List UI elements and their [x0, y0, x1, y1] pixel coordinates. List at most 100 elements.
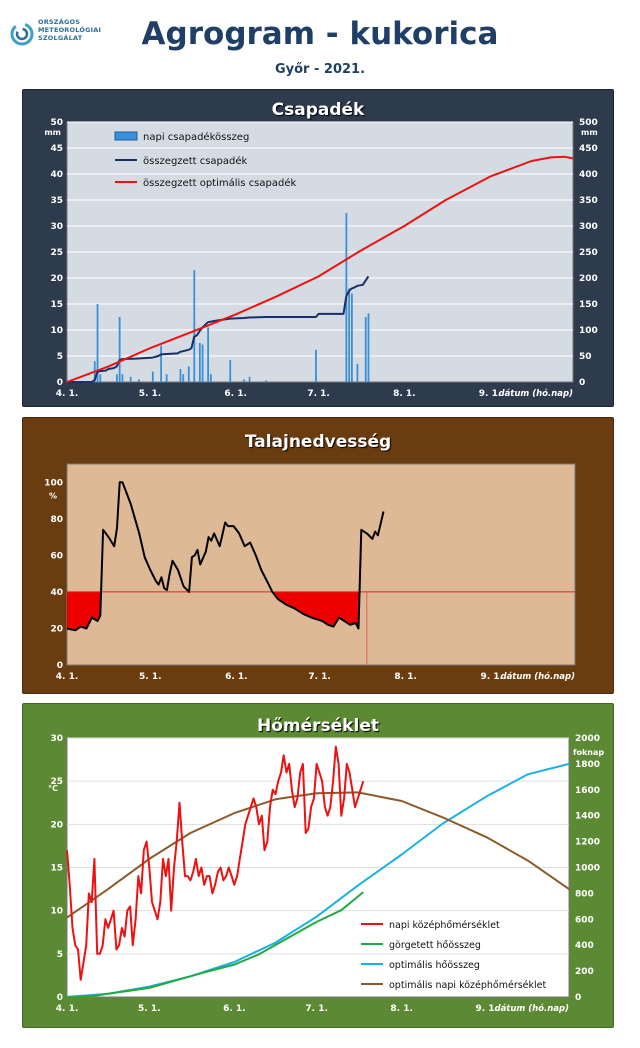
legend-label-1: összegzett csapadék [143, 155, 248, 167]
y-tick-label-6: 30 [50, 222, 63, 232]
plot-area [66, 463, 576, 666]
legend-label-0: napi csapadékösszeg [143, 131, 249, 143]
temperature-title: Hőmérséklet [257, 716, 379, 736]
logo-line-1: ORSZÁGOS [38, 18, 81, 26]
x-tick-label-4: 8. 1. [394, 672, 417, 682]
precip-bar-10 [165, 374, 168, 382]
x-tick-label-0: 4. 1. [56, 389, 79, 399]
x-tick-label-0: 4. 1. [56, 1004, 79, 1014]
legend-label-2: optimális hőösszeg [389, 960, 480, 971]
x-axis-label: dátum (hó.nap) [498, 388, 573, 399]
x-tick-label-1: 5. 1. [139, 389, 162, 399]
y-tick-label-5: 25 [50, 777, 63, 787]
y2-tick-label-7: 350 [579, 196, 598, 206]
y-tick-label-0: 0 [57, 378, 63, 388]
y2-tick-label-6: 1200 [575, 838, 600, 848]
y2-tick-label-0: 0 [579, 378, 585, 388]
y-tick-label-3: 15 [50, 300, 63, 310]
y-tick-label-2: 10 [50, 326, 63, 336]
x-tick-label-0: 4. 1. [56, 672, 79, 682]
x-tick-label-3: 7. 1. [305, 1004, 328, 1014]
precip-bar-14 [193, 270, 196, 382]
precip-bar-8 [151, 371, 154, 382]
y-tick-label-2: 10 [50, 907, 63, 917]
page-subtitle: Győr - 2021. [274, 62, 366, 77]
y2-tick-label-2: 100 [579, 326, 598, 336]
y2-axis-label: foknap [573, 748, 604, 757]
optimal-gdd-line [66, 762, 570, 998]
y-tick-label-9: 45 [50, 144, 63, 154]
y-tick-label-0: 0 [57, 993, 63, 1003]
precip-bar-13 [187, 366, 190, 382]
precip-bar-11 [179, 369, 182, 382]
y-axis-label: mm [44, 128, 61, 137]
temperature-chart: 0 5 10 15 20 25 30 4. 1. 5. 1. 6. 1. 7. 1. 8. 1. 9. … [48, 734, 604, 1014]
y2-tick-label-10: 2000 [575, 734, 600, 744]
y-tick-label-4: 20 [50, 820, 63, 830]
y2-tick-label-8: 1600 [575, 786, 600, 796]
y-tick-label-7: 35 [50, 196, 63, 206]
y2-tick-label-9: 450 [579, 144, 598, 154]
y2-tick-label-5: 1000 [575, 864, 600, 874]
precip-bar-21 [248, 376, 251, 382]
x-tick-label-4: 8. 1. [390, 1004, 413, 1014]
y2-tick-label-9: 1800 [575, 760, 600, 770]
precip-bar-9 [160, 345, 163, 382]
y-tick-label-0: 0 [57, 661, 63, 671]
precipitation-panel: 0 5 10 15 20 25 30 35 40 45 50 4. 1. 5. 1. 6. 1. 7. 1.… [22, 89, 614, 407]
precip-bar-5 [121, 374, 124, 382]
y2-tick-label-7: 1400 [575, 812, 600, 822]
deficit-area-0 [67, 591, 102, 631]
y-tick-label-6: 30 [50, 734, 63, 744]
logo-line-2: METEOROLÓGIAI [38, 26, 102, 34]
x-axis-label: dátum (hó.nap) [500, 671, 575, 682]
x-tick-label-1: 5. 1. [138, 1004, 161, 1014]
page-header: ORSZÁGOS METEOROLÓGIAI SZOLGÁLAT Agrogra… [0, 0, 640, 88]
x-tick-label-3: 7. 1. [308, 672, 331, 682]
precip-bar-26 [350, 293, 353, 382]
precip-bar-28 [364, 317, 367, 382]
y-tick-label-5: 25 [50, 248, 63, 258]
precip-bar-15 [198, 343, 201, 382]
optimal-cumulative-precip-line [66, 155, 574, 383]
soil-moisture-line [66, 481, 385, 632]
x-tick-label-3: 7. 1. [307, 389, 330, 399]
legend-label-2: összegzett optimális csapadék [143, 177, 297, 189]
precip-bar-22 [265, 380, 268, 382]
y-tick-label-3: 60 [50, 551, 63, 561]
precip-bar-16 [201, 344, 204, 382]
precip-bar-4 [118, 317, 121, 382]
x-tick-label-2: 6. 1. [223, 1004, 246, 1014]
temperature-panel: 0 5 10 15 20 25 30 4. 1. 5. 1. 6. 1. 7. 1. 8. 1. 9. … [22, 703, 614, 1028]
precip-bar-25 [348, 288, 351, 382]
y2-axis-label: mm [581, 128, 598, 137]
y2-tick-label-3: 150 [579, 300, 598, 310]
y2-tick-label-10: 500 [579, 118, 598, 128]
cumulative-precip-line [67, 275, 370, 383]
y2-tick-label-2: 400 [575, 941, 594, 951]
y-tick-label-10: 50 [50, 118, 63, 128]
y2-tick-label-4: 200 [579, 274, 598, 284]
y-tick-label-1: 5 [57, 352, 63, 362]
legend-label-3: optimális napi középhőmérséklet [389, 980, 547, 991]
precip-bar-2 [99, 374, 102, 382]
y-tick-label-8: 40 [50, 170, 63, 180]
x-tick-label-4: 8. 1. [393, 389, 416, 399]
y-tick-label-4: 20 [50, 274, 63, 284]
x-axis-label: dátum (hó.nap) [494, 1003, 569, 1014]
y2-tick-label-1: 50 [579, 352, 592, 362]
logo-text: ORSZÁGOS METEOROLÓGIAI SZOLGÁLAT [38, 18, 101, 42]
y-tick-label-1: 20 [50, 624, 63, 634]
y2-tick-label-1: 200 [575, 967, 594, 977]
precipitation-title: Csapadék [271, 100, 365, 120]
y2-tick-label-0: 0 [575, 993, 581, 1003]
y2-tick-label-3: 600 [575, 915, 594, 925]
omsz-logo-icon [10, 22, 34, 46]
y-axis-label: °C [48, 784, 58, 793]
y-tick-label-5: 100 [44, 478, 63, 488]
precip-bar-23 [315, 349, 317, 382]
y-tick-label-2: 40 [50, 588, 63, 598]
legend-label-0: napi középhőmérséklet [389, 920, 500, 931]
precip-bar-20 [243, 379, 245, 382]
x-tick-label-2: 6. 1. [224, 389, 247, 399]
